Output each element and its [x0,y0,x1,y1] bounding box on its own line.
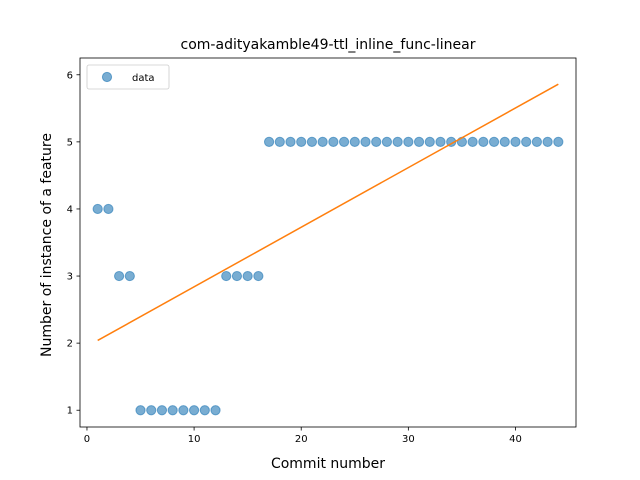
x-tick-label: 10 [188,434,201,445]
data-point [178,405,189,416]
data-point [521,136,532,147]
axis-ticks: 0 10 20 30 40 1 2 3 4 5 6 [67,70,522,445]
y-axis-label: Number of instance of a feature [39,133,55,357]
data-point [403,136,414,147]
legend-box [86,64,170,90]
data-point [467,136,478,147]
data-point [221,270,232,282]
axes-frame [79,57,577,428]
data-point [103,203,114,215]
data-point [135,405,146,416]
legend-marker [101,71,113,83]
y-tick-label: 1 [67,406,73,417]
data-point [553,136,564,147]
data-point [360,136,371,147]
data-point [424,136,435,147]
data-point [285,136,296,147]
data-point [478,136,489,147]
data-point [392,136,403,147]
data-point [381,136,393,147]
legend: data [86,64,170,90]
x-tick-label: 20 [295,434,308,445]
data-point [338,136,350,147]
data-point [435,136,446,147]
data-point [542,136,553,147]
data-point [253,270,264,282]
data-point [371,136,382,147]
data-point [242,270,253,282]
legend-label: data [132,73,155,84]
data-point [146,405,157,416]
x-axis-label: Commit number [271,456,385,472]
data-point [499,136,510,147]
data-point [263,136,275,147]
data-point [210,405,221,416]
data-point [167,405,178,416]
data-point [349,136,360,147]
chart-title: com-adityakamble49-ttl_inline_func-linea… [181,37,476,53]
data-point [510,136,521,147]
y-tick-label: 5 [67,137,73,148]
data-point [188,405,200,416]
data-point [328,136,339,147]
y-tick-label: 2 [67,339,73,350]
data-point [156,405,168,416]
data-point [231,270,243,282]
data-point [296,136,307,147]
x-tick-label: 30 [402,434,415,445]
x-tick-label: 0 [84,434,90,445]
data-point [413,136,425,147]
data-point [114,270,125,282]
y-tick-label: 4 [67,204,73,215]
data-point [199,405,210,416]
data-point [306,136,318,147]
y-tick-label: 6 [67,70,73,81]
data-point [317,136,328,147]
data-point [124,270,135,282]
data-point [531,136,542,147]
data-point [92,203,103,215]
x-tick-label: 40 [509,434,522,445]
data-point [488,136,500,147]
data-point [274,136,285,147]
fit-line [97,83,559,342]
plot-area [79,57,577,428]
y-tick-label: 3 [67,272,73,283]
